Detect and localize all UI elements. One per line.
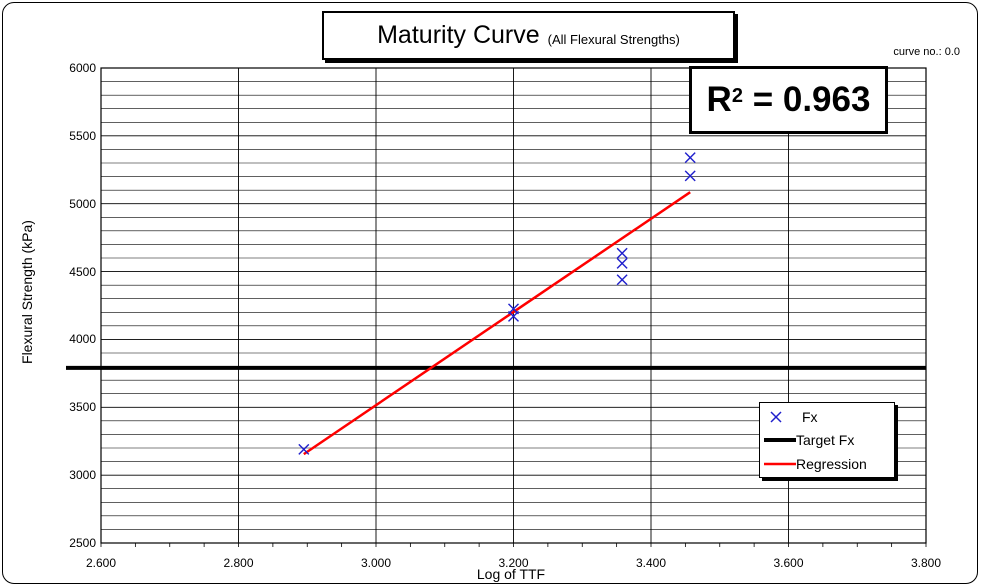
x-tick-label: 3.600 xyxy=(773,556,804,570)
y-tick-label: 4500 xyxy=(69,264,96,279)
x-tick-label: 3.000 xyxy=(360,556,392,570)
legend-label-regression: Regression xyxy=(796,456,867,472)
legend-item-target: Target Fx xyxy=(760,429,854,451)
data-point-fx xyxy=(684,170,696,182)
legend-label-fx: Fx xyxy=(802,409,818,425)
curve-number-label: curve no.: 0.0 xyxy=(893,46,960,58)
r-squared-exponent: 2 xyxy=(731,84,743,107)
x-axis-title: Log of TTF xyxy=(476,566,546,582)
x-tick-label: 3.800 xyxy=(910,556,942,570)
x-tick-label: 2.800 xyxy=(223,556,254,570)
chart-title-box: Maturity Curve (All Flexural Strengths) xyxy=(322,11,735,60)
y-tick-label: 3000 xyxy=(69,468,96,483)
legend-label-target: Target Fx xyxy=(796,432,855,448)
data-point-fx xyxy=(298,443,310,455)
r-squared-value: = 0.963 xyxy=(752,80,871,119)
data-point-fx xyxy=(616,257,628,269)
y-tick-label: 6000 xyxy=(69,61,96,75)
plot-border xyxy=(100,67,927,544)
x-marker-icon xyxy=(770,411,782,423)
data-point-fx xyxy=(616,274,628,286)
y-tick-label: 2500 xyxy=(69,536,96,550)
x-tick-label: 3.400 xyxy=(635,556,667,570)
data-point-fx xyxy=(508,310,519,322)
legend-item-regression: Regression xyxy=(760,453,867,475)
y-tick-label: 3500 xyxy=(69,400,96,415)
legend-item-fx: Fx xyxy=(760,406,818,428)
data-point-fx xyxy=(684,152,696,164)
regression-line xyxy=(303,191,691,456)
y-tick-label: 5000 xyxy=(69,196,96,211)
x-tick-label: 3.200 xyxy=(498,556,529,570)
r-squared-prefix: R xyxy=(706,80,732,119)
red-line-icon xyxy=(764,462,796,466)
legend: Fx Target Fx Regression xyxy=(759,402,895,478)
x-tick-label: 2.600 xyxy=(85,556,117,570)
black-line-icon xyxy=(764,438,796,442)
chart-subtitle: (All Flexural Strengths) xyxy=(547,32,680,47)
data-point-fx xyxy=(616,247,628,259)
y-tick-label: 4000 xyxy=(69,332,96,347)
y-tick-label: 5500 xyxy=(69,128,96,143)
chart-title: Maturity Curve xyxy=(377,21,540,49)
y-axis-title: Flexural Strength (kPa) xyxy=(19,220,35,364)
